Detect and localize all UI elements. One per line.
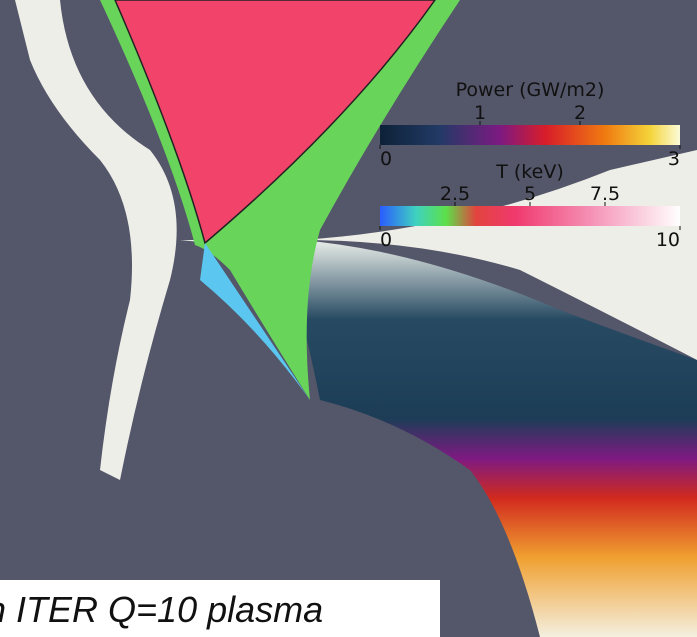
scene: n ITER Q=10 plasma Power (GW/m2)1 2 0 3 T (k… <box>0 0 697 637</box>
tick-label: 3 <box>668 148 680 170</box>
tick-label: 0 <box>380 148 392 170</box>
tick-label: 0 <box>380 229 392 251</box>
tick-label: 10 <box>656 229 680 251</box>
tick-label: 7.5 <box>590 183 620 205</box>
page: n ITER Q=10 plasma Power (GW/m2)1 2 0 3 T (k… <box>0 0 697 637</box>
tick-label: 5 <box>524 183 536 205</box>
colorbar-temperature <box>380 206 680 226</box>
colorbar-power <box>380 125 680 145</box>
tick-label: 2 <box>574 102 586 124</box>
tick-label: 1 <box>474 102 486 124</box>
colorbar-title: Power (GW/m2) <box>456 79 605 101</box>
colorbar-title: T (keV) <box>495 161 563 183</box>
caption: n ITER Q=10 plasma <box>0 589 323 630</box>
tick-label: 2.5 <box>440 183 470 205</box>
